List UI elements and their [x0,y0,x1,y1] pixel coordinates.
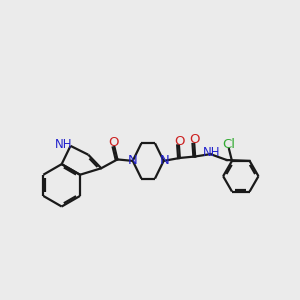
Text: N: N [159,154,169,167]
Text: O: O [174,135,184,148]
Text: Cl: Cl [222,138,235,151]
Text: NH: NH [202,146,220,159]
Text: N: N [128,154,138,167]
Text: O: O [189,133,200,146]
Text: NH: NH [55,138,73,151]
Text: O: O [109,136,119,149]
